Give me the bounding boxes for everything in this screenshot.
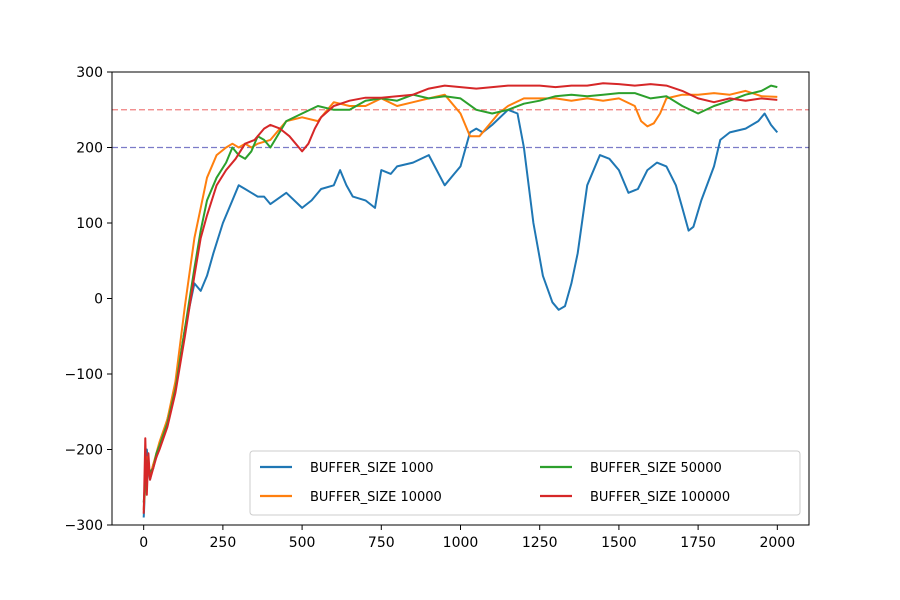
series-line-4 bbox=[142, 82, 778, 514]
x-tick-label: 750 bbox=[368, 535, 395, 551]
reference-lines bbox=[112, 109, 809, 149]
x-tick-label: 0 bbox=[139, 535, 148, 551]
legend-label-1: BUFFER_SIZE 1000 bbox=[310, 461, 434, 476]
x-tick-label: 1250 bbox=[522, 535, 558, 551]
series-lines bbox=[142, 82, 779, 518]
y-tick-label: 300 bbox=[76, 65, 103, 81]
y-tick-label: 200 bbox=[76, 141, 103, 157]
y-tick-label: 100 bbox=[76, 216, 103, 232]
legend-label-2: BUFFER_SIZE 10000 bbox=[310, 490, 442, 505]
legend-label-4: BUFFER_SIZE 100000 bbox=[590, 490, 730, 505]
y-tick-label: −100 bbox=[65, 367, 103, 383]
series-line-3 bbox=[142, 84, 778, 503]
y-tick-label: −200 bbox=[65, 443, 103, 459]
x-tick-label: 1500 bbox=[601, 535, 637, 551]
x-tick-label: 500 bbox=[289, 535, 316, 551]
legend-label-3: BUFFER_SIZE 50000 bbox=[590, 461, 722, 476]
x-axis: 0 250 500 750 1000 1250 1500 1750 2000 bbox=[139, 525, 795, 551]
series-line-1 bbox=[142, 108, 779, 518]
x-tick-label: 1000 bbox=[443, 535, 479, 551]
legend-box bbox=[249, 450, 801, 516]
y-axis: −300 −200 −100 0 100 200 300 bbox=[65, 65, 112, 534]
y-tick-label: 0 bbox=[94, 292, 103, 308]
x-tick-label: 250 bbox=[210, 535, 237, 551]
series-line-2 bbox=[142, 89, 778, 510]
x-tick-label: 2000 bbox=[759, 535, 795, 551]
legend: BUFFER_SIZE 1000 BUFFER_SIZE 10000 BUFFER_… bbox=[249, 450, 801, 516]
x-tick-label: 1750 bbox=[680, 535, 716, 551]
y-tick-label: −300 bbox=[65, 518, 103, 534]
